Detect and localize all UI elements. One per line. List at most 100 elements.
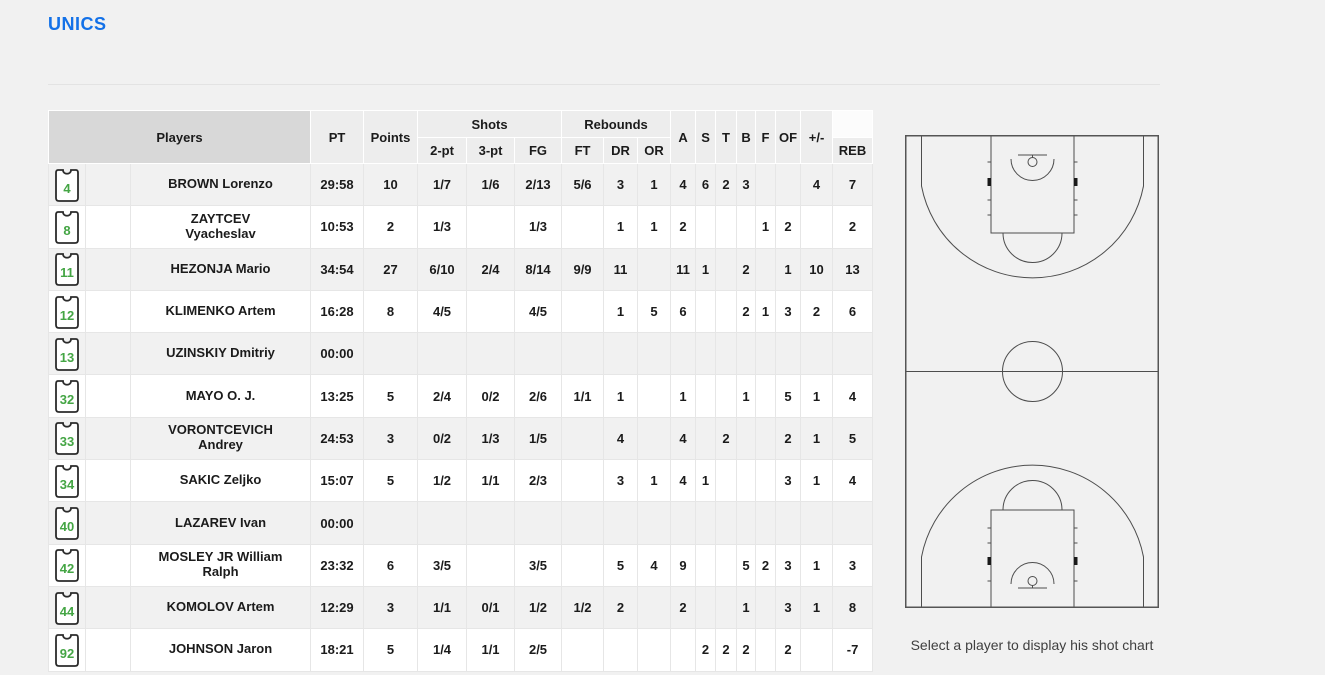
stat-pm	[800, 205, 834, 249]
player-name[interactable]: ZAYTCEV Vyacheslav	[129, 205, 312, 249]
stat-points: 3	[363, 416, 419, 461]
jersey-cell[interactable]: 40	[48, 501, 86, 545]
stat-s	[695, 289, 717, 334]
jersey-icon: 32	[55, 380, 79, 414]
col-header-steals: S	[695, 110, 717, 164]
jersey-cell[interactable]: 12	[48, 289, 86, 334]
stat-points: 2	[363, 205, 419, 249]
stat-dr: 3	[603, 162, 639, 207]
stat-t: 2	[715, 416, 738, 461]
jersey-cell[interactable]: 8	[48, 205, 86, 249]
player-name[interactable]: MAYO O. J.	[129, 374, 312, 418]
player-name[interactable]: VORONTCEVICH Andrey	[129, 416, 312, 461]
stat-b	[736, 205, 757, 249]
player-name[interactable]: HEZONJA Mario	[129, 247, 312, 291]
stat-t	[715, 289, 738, 334]
col-header-or: OR	[637, 137, 672, 164]
stat-p2: 1/3	[417, 205, 468, 249]
player-name[interactable]: UZINSKIY Dmitriy	[129, 332, 312, 376]
stat-s	[695, 205, 717, 249]
player-name[interactable]: LAZAREV Ivan	[129, 501, 312, 545]
spacer-cell	[85, 247, 131, 291]
player-name[interactable]: KOMOLOV Artem	[129, 585, 312, 630]
stat-pt: 23:32	[310, 543, 365, 587]
stat-a	[670, 332, 697, 376]
jersey-cell[interactable]: 92	[48, 628, 86, 672]
stat-dr	[603, 332, 639, 376]
spacer-cell	[85, 416, 131, 461]
player-row[interactable]: 40 LAZAREV Ivan 00:00	[48, 501, 874, 545]
jersey-cell[interactable]: 32	[48, 374, 86, 418]
stat-b	[736, 501, 757, 545]
jersey-cell[interactable]: 33	[48, 416, 86, 461]
player-row[interactable]: 44 KOMOLOV Artem 12:29 3 1/1 0/1 1/2 1/2 2 2 1 3 1 8	[48, 585, 874, 630]
stat-f: 1	[755, 289, 777, 334]
stat-reb: 5	[832, 416, 874, 461]
stat-reb: 2	[832, 205, 874, 249]
stat-fg: 1/2	[514, 585, 563, 630]
stat-s	[695, 585, 717, 630]
player-name[interactable]: MOSLEY JR William Ralph	[129, 543, 312, 587]
box-score-table: Players PT Points Shots Rebounds A S T B…	[47, 110, 874, 672]
stat-f	[755, 459, 777, 503]
player-row[interactable]: 11 HEZONJA Mario 34:54 27 6/10 2/4 8/14 9/9 11 1…	[48, 247, 874, 291]
stat-of: 5	[775, 374, 802, 418]
player-name[interactable]: BROWN Lorenzo	[129, 162, 312, 207]
stat-fg	[514, 332, 563, 376]
stat-a: 9	[670, 543, 697, 587]
player-row[interactable]: 12 KLIMENKO Artem 16:28 8 4/5 4/5 1 5 6 2 1 3 2 6	[48, 289, 874, 334]
jersey-number: 11	[60, 265, 74, 280]
stat-or: 5	[637, 289, 672, 334]
stat-p2: 2/4	[417, 374, 468, 418]
stat-t	[715, 543, 738, 587]
stat-points: 27	[363, 247, 419, 291]
stat-dr: 1	[603, 374, 639, 418]
player-row[interactable]: 42 MOSLEY JR William Ralph 23:32 6 3/5 3/5 5 4…	[48, 543, 874, 587]
stat-a: 2	[670, 585, 697, 630]
col-header-fg: FG	[514, 137, 563, 164]
jersey-cell[interactable]: 42	[48, 543, 86, 587]
jersey-cell[interactable]: 13	[48, 332, 86, 376]
stat-dr: 5	[603, 543, 639, 587]
jersey-cell[interactable]: 4	[48, 162, 86, 207]
player-row[interactable]: 92 JOHNSON Jaron 18:21 5 1/4 1/1 2/5 2 2 2 2 -7	[48, 628, 874, 672]
player-row[interactable]: 13 UZINSKIY Dmitriy 00:00	[48, 332, 874, 376]
stat-p3: 1/3	[466, 416, 516, 461]
stat-dr: 1	[603, 205, 639, 249]
stat-b: 3	[736, 162, 757, 207]
stat-points: 3	[363, 585, 419, 630]
player-row[interactable]: 8 ZAYTCEV Vyacheslav 10:53 2 1/3 1/3 1 1 2 1 2 2	[48, 205, 874, 249]
stat-p2: 1/4	[417, 628, 468, 672]
col-header-blank	[832, 110, 874, 138]
stat-or	[637, 374, 672, 418]
team-title: UNICS	[48, 14, 107, 34]
stat-f	[755, 416, 777, 461]
player-name[interactable]: SAKIC Zeljko	[129, 459, 312, 503]
col-header-of: OF	[775, 110, 802, 164]
jersey-cell[interactable]: 11	[48, 247, 86, 291]
jersey-cell[interactable]: 44	[48, 585, 86, 630]
player-row[interactable]: 33 VORONTCEVICH Andrey 24:53 3 0/2 1/3 1/5 4 4 2…	[48, 416, 874, 461]
stat-s: 1	[695, 247, 717, 291]
stat-t	[715, 247, 738, 291]
stat-pm: 1	[800, 543, 834, 587]
stat-points: 10	[363, 162, 419, 207]
jersey-icon: 8	[55, 211, 79, 244]
col-header-ft: FT	[561, 137, 605, 164]
spacer-cell	[85, 543, 131, 587]
player-row[interactable]: 32 MAYO O. J. 13:25 5 2/4 0/2 2/6 1/1 1 1 1 5 1 4	[48, 374, 874, 418]
stat-points	[363, 332, 419, 376]
stat-points: 6	[363, 543, 419, 587]
stat-dr	[603, 501, 639, 545]
player-name[interactable]: JOHNSON Jaron	[129, 628, 312, 672]
stat-b	[736, 332, 757, 376]
jersey-cell[interactable]: 34	[48, 459, 86, 503]
spacer-cell	[85, 501, 131, 545]
player-row[interactable]: 34 SAKIC Zeljko 15:07 5 1/2 1/1 2/3 3 1 4 1 3 1 4	[48, 459, 874, 503]
player-name[interactable]: KLIMENKO Artem	[129, 289, 312, 334]
spacer-cell	[85, 585, 131, 630]
stat-f	[755, 585, 777, 630]
stat-reb: 7	[832, 162, 874, 207]
stat-a: 6	[670, 289, 697, 334]
player-row[interactable]: 4 BROWN Lorenzo 29:58 10 1/7 1/6 2/13 5/6 3 1 4 6 2…	[48, 162, 874, 207]
